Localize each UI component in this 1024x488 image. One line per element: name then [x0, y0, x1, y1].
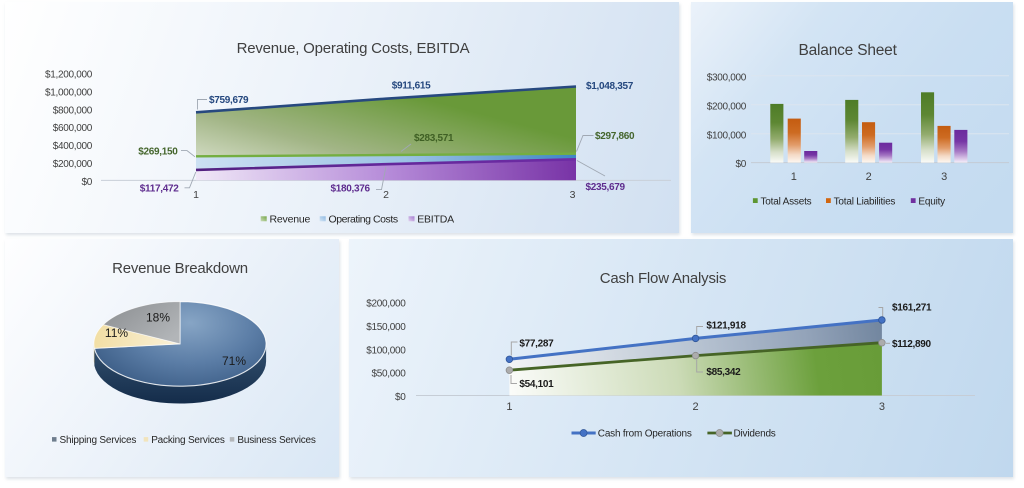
svg-text:$400,000: $400,000 — [53, 141, 93, 152]
svg-text:2: 2 — [693, 401, 699, 413]
svg-text:$0: $0 — [395, 392, 406, 403]
svg-text:Balance Sheet: Balance Sheet — [798, 42, 897, 59]
svg-text:Revenue Breakdown: Revenue Breakdown — [112, 260, 248, 277]
svg-text:$180,376: $180,376 — [331, 184, 371, 195]
svg-text:18%: 18% — [146, 311, 170, 325]
svg-text:$1,048,357: $1,048,357 — [586, 81, 634, 92]
svg-text:$300,000: $300,000 — [707, 72, 747, 83]
svg-text:$911,615: $911,615 — [392, 81, 431, 92]
svg-text:Revenue, Operating Costs, EBIT: Revenue, Operating Costs, EBITDA — [237, 40, 470, 57]
svg-text:$54,101: $54,101 — [519, 379, 554, 390]
svg-text:$112,890: $112,890 — [892, 339, 931, 350]
svg-text:$100,000: $100,000 — [707, 130, 747, 141]
svg-text:3: 3 — [879, 401, 885, 413]
svg-text:Shipping Services: Shipping Services — [60, 435, 137, 446]
svg-text:$100,000: $100,000 — [366, 346, 406, 357]
svg-text:$200,000: $200,000 — [53, 159, 93, 170]
svg-text:Equity: Equity — [918, 196, 945, 207]
svg-text:71%: 71% — [222, 354, 246, 368]
svg-text:Total Assets: Total Assets — [761, 196, 812, 207]
svg-text:Total Liabilities: Total Liabilities — [834, 196, 896, 207]
svg-text:Packing Services: Packing Services — [151, 435, 225, 446]
svg-text:1: 1 — [193, 189, 199, 201]
svg-text:$297,860: $297,860 — [595, 131, 635, 142]
svg-text:1: 1 — [506, 401, 512, 413]
svg-text:Cash from Operations: Cash from Operations — [598, 429, 692, 440]
svg-text:$269,150: $269,150 — [138, 146, 178, 157]
svg-text:Operating Costs: Operating Costs — [329, 214, 398, 226]
svg-text:$150,000: $150,000 — [366, 322, 406, 333]
svg-text:$0: $0 — [735, 159, 746, 170]
svg-text:$800,000: $800,000 — [53, 105, 93, 116]
svg-text:$117,472: $117,472 — [140, 184, 179, 195]
svg-text:Revenue: Revenue — [270, 214, 311, 226]
svg-text:$235,679: $235,679 — [586, 182, 626, 193]
svg-text:$759,679: $759,679 — [209, 95, 249, 106]
svg-text:Business Services: Business Services — [237, 435, 315, 446]
svg-text:Cash Flow Analysis: Cash Flow Analysis — [600, 270, 726, 287]
svg-text:$50,000: $50,000 — [371, 369, 406, 380]
svg-text:EBITDA: EBITDA — [417, 214, 454, 226]
svg-text:$1,000,000: $1,000,000 — [45, 87, 93, 98]
svg-text:$85,342: $85,342 — [706, 367, 741, 378]
svg-text:$0: $0 — [81, 177, 92, 188]
svg-text:$200,000: $200,000 — [707, 101, 747, 112]
svg-text:1: 1 — [791, 171, 797, 183]
svg-text:$600,000: $600,000 — [53, 123, 93, 134]
svg-text:11%: 11% — [105, 326, 128, 340]
svg-text:$1,200,000: $1,200,000 — [45, 69, 93, 80]
svg-text:Dividends: Dividends — [734, 429, 776, 440]
svg-text:3: 3 — [941, 171, 947, 183]
svg-text:$283,571: $283,571 — [414, 133, 454, 144]
svg-text:2: 2 — [866, 171, 872, 183]
svg-text:2: 2 — [383, 189, 389, 201]
svg-text:$161,271: $161,271 — [892, 303, 932, 314]
svg-text:$77,287: $77,287 — [519, 338, 554, 349]
svg-text:3: 3 — [570, 189, 576, 201]
svg-text:$200,000: $200,000 — [366, 299, 406, 310]
svg-text:$121,918: $121,918 — [706, 320, 746, 331]
